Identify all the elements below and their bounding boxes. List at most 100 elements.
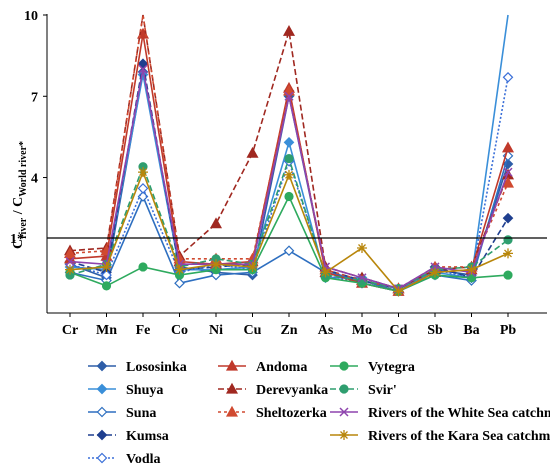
legend: Lososinka Shuya Suna Kumsa Vodla Andoma Derevy… bbox=[88, 359, 550, 467]
legend-label: Vytegra bbox=[368, 360, 415, 375]
data-point bbox=[501, 176, 515, 188]
y-tick-label: 4 bbox=[31, 172, 38, 187]
x-tick-label: Ba bbox=[463, 323, 479, 338]
data-point bbox=[502, 71, 514, 83]
y-axis-label-sub1: river bbox=[18, 217, 29, 239]
data-point bbox=[138, 64, 148, 74]
x-ticks: Cr Mn Fe Co Ni Cu Zn As Mo Cd Sb Ba Pb bbox=[62, 313, 517, 338]
data-point bbox=[282, 84, 296, 96]
legend-item: Rivers of the Kara Sea catchment area** bbox=[330, 429, 550, 444]
data-point bbox=[63, 247, 77, 258]
x-tick-label: Fe bbox=[136, 323, 151, 338]
legend-item: Derevyanka bbox=[218, 382, 328, 398]
legend-item: Vodla bbox=[88, 452, 161, 467]
legend-item: Shuya bbox=[88, 383, 163, 398]
data-point bbox=[101, 281, 112, 291]
legend-label: Rivers of the Kara Sea catchment area** bbox=[368, 429, 550, 444]
x-tick-label: Cu bbox=[244, 323, 262, 338]
x-tick-label: Mo bbox=[352, 323, 372, 338]
legend-swatch-marker bbox=[225, 359, 239, 371]
legend-swatch-marker bbox=[339, 384, 349, 394]
x-tick-label: Cr bbox=[62, 323, 78, 338]
legend-label: Vodla bbox=[126, 452, 161, 467]
legend-label: Svir' bbox=[368, 383, 397, 398]
legend-item: Andoma bbox=[218, 359, 307, 375]
x-tick-label: Zn bbox=[280, 323, 297, 338]
data-point bbox=[101, 261, 112, 272]
data-point bbox=[137, 183, 149, 194]
legend-swatch-marker bbox=[339, 361, 349, 371]
legend-swatch-marker bbox=[96, 429, 108, 441]
legend-swatch-marker bbox=[225, 382, 239, 394]
reference-label: 1* bbox=[10, 232, 24, 247]
data-point bbox=[174, 264, 185, 275]
legend-swatch-marker bbox=[339, 430, 349, 440]
legend-label: Suna bbox=[126, 406, 156, 421]
series-line bbox=[69, 194, 509, 293]
legend-swatch-marker bbox=[96, 406, 108, 418]
data-point bbox=[138, 167, 148, 178]
data-point bbox=[284, 169, 294, 180]
legend-label: Shuya bbox=[126, 383, 163, 398]
y-tick-label: 7 bbox=[31, 90, 38, 105]
x-tick-label: Pb bbox=[500, 323, 517, 338]
data-point bbox=[284, 91, 294, 101]
data-point bbox=[282, 25, 296, 36]
data-point bbox=[320, 267, 331, 278]
legend-label: Sheltozerka bbox=[256, 406, 327, 421]
legend-item: Kumsa bbox=[88, 429, 169, 444]
data-point bbox=[246, 146, 259, 158]
legend-item: Rivers of the White Sea catchment area** bbox=[330, 406, 550, 421]
legend-label: Rivers of the White Sea catchment area** bbox=[368, 406, 550, 421]
x-tick-label: Co bbox=[171, 323, 188, 338]
legend-item: Suna bbox=[88, 406, 156, 421]
data-point bbox=[393, 286, 404, 297]
legend-item: Vytegra bbox=[330, 360, 415, 375]
data-point bbox=[502, 212, 514, 224]
data-point bbox=[503, 235, 513, 245]
data-point bbox=[466, 264, 477, 275]
legend-item: Sheltozerka bbox=[218, 405, 327, 421]
plot-marks bbox=[63, 14, 515, 297]
x-tick-label: Cd bbox=[390, 323, 408, 338]
data-point bbox=[138, 262, 148, 272]
data-point bbox=[65, 264, 75, 275]
legend-swatch-marker bbox=[96, 360, 108, 372]
y-tick-label: 10 bbox=[24, 9, 38, 24]
data-point bbox=[501, 141, 515, 153]
data-point bbox=[209, 217, 223, 229]
x-tick-label: As bbox=[318, 323, 334, 338]
y-ticks: 10 7 4 bbox=[24, 9, 47, 187]
data-point bbox=[174, 277, 185, 289]
data-point bbox=[65, 256, 75, 267]
legend-swatch-marker bbox=[339, 407, 349, 417]
data-point bbox=[247, 261, 258, 272]
data-point bbox=[211, 259, 221, 270]
y-axis-label-main: C bbox=[11, 239, 26, 249]
data-point bbox=[357, 273, 367, 283]
series-vodla bbox=[64, 71, 514, 297]
legend-swatch-marker bbox=[96, 452, 108, 464]
legend-swatch-marker bbox=[225, 405, 239, 417]
data-point bbox=[503, 167, 513, 177]
data-point bbox=[101, 269, 112, 281]
legend-label: Andoma bbox=[256, 360, 307, 375]
y-axis-label: Criver / CWorld river* bbox=[11, 141, 29, 249]
series-rivers-of-the-kara-sea-catchment-area bbox=[65, 167, 513, 297]
legend-item: Lososinka bbox=[88, 360, 187, 375]
data-point bbox=[503, 248, 513, 259]
legend-swatch-marker bbox=[96, 383, 108, 395]
legend-item: Svir' bbox=[330, 383, 397, 398]
data-point bbox=[430, 267, 440, 278]
y-axis-label-sep: / C bbox=[11, 197, 26, 218]
data-point bbox=[284, 153, 294, 164]
data-point bbox=[283, 245, 295, 257]
data-point bbox=[283, 136, 295, 148]
x-tick-label: Mn bbox=[96, 323, 117, 338]
axes: 1* bbox=[10, 14, 547, 314]
data-point bbox=[357, 242, 367, 253]
legend-label: Lososinka bbox=[126, 360, 187, 375]
y-axis-label-sub2: World river* bbox=[18, 141, 29, 197]
data-point bbox=[503, 270, 513, 280]
